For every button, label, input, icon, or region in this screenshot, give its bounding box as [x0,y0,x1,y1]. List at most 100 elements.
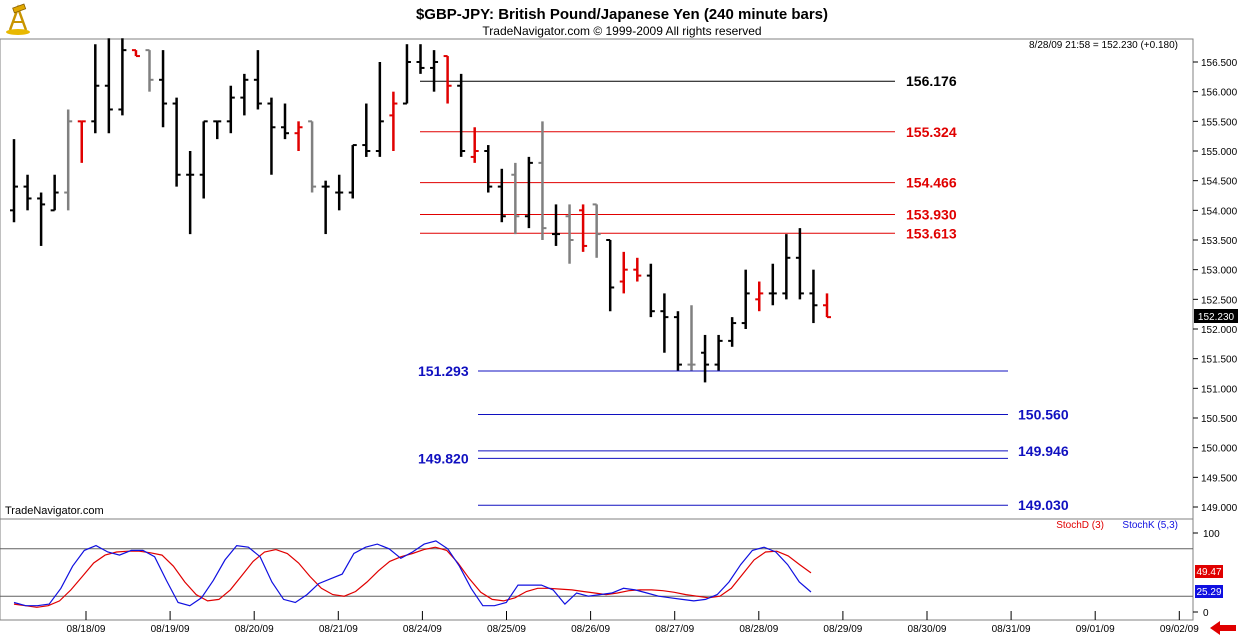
fib-label-support: 149.030 [1018,497,1069,513]
price-pane-frame [0,38,1194,520]
stoch-d-last-label: 49.47 [1196,567,1221,578]
fib-label-resistance: 154.466 [906,175,957,191]
ohlc-bar [768,263,777,306]
price-tick-label: 156.500 [1201,58,1238,69]
price-tick-label: 152.000 [1201,325,1238,336]
ohlc-bar [633,257,642,282]
price-tick-label: 149.000 [1201,503,1238,514]
ohlc-bar [362,103,371,157]
date-tick-label: 08/30/09 [908,624,947,635]
logo-icon[interactable] [6,3,30,35]
ohlc-bar [118,38,127,116]
date-tick-label: 08/27/09 [655,624,694,635]
fib-label-resistance: 153.613 [906,225,957,241]
ohlc-bar [10,139,18,223]
last-quote: 8/28/09 21:58 = 152.230 (+0.180) [1029,40,1178,51]
ohlc-bar [673,311,682,371]
ohlc-bar [64,109,73,211]
fib-label-support: 149.820 [418,450,469,466]
ohlc-bar [37,192,46,246]
date-tick-label: 08/28/09 [739,624,778,635]
ohlc-bar [660,293,669,353]
ohlc-bar [511,162,520,235]
ohlc-bar [457,73,466,157]
ohlc-bar [213,120,222,140]
stoch-d-last-marker: 49.47 [1195,565,1223,578]
ohlc-bar [335,174,344,211]
price-axis: 156.500 156.000 155.500 155.000 154.500 154.0… [1193,58,1238,514]
date-tick-label: 08/25/09 [487,624,526,635]
price-tick-label: 150.500 [1201,414,1238,425]
ohlc-bar [77,120,86,163]
ohlc-bar [579,204,588,252]
ohlc-bar [823,293,831,319]
date-tick-label: 09/01/09 [1076,624,1115,635]
last-price-label: 152.230 [1198,312,1235,323]
ohlc-bar [91,44,100,134]
price-tick-label: 152.500 [1201,295,1238,306]
date-tick-label: 08/31/09 [992,624,1031,635]
ohlc-bar [619,251,628,294]
ohlc-bar [375,62,384,157]
ohlc-bar [714,334,723,371]
fib-label-support: 150.560 [1018,406,1069,422]
price-tick-label: 150.000 [1201,444,1238,455]
price-tick-label: 153.500 [1201,236,1238,247]
price-tick-label: 153.000 [1201,266,1238,277]
ohlc-bar [321,180,330,235]
fib-label-support: 151.293 [418,363,469,379]
price-tick-label: 155.000 [1201,147,1238,158]
ohlc-bar [795,228,804,300]
ohlc-bar [50,174,59,212]
last-price-marker: 152.230 [1194,309,1238,323]
ohlc-bar [186,151,195,235]
ohlc-bar [389,91,398,151]
ohlc-bar [172,97,181,187]
ohlc-bar [552,204,560,246]
ohlc-bar [470,127,479,163]
ohlc-bar [402,44,411,105]
ohlc-bar [443,55,452,104]
stoch-k-last-marker: 25.29 [1195,585,1223,598]
stoch-axis: 100 0 [1193,529,1220,619]
ohlc-bar [416,44,425,74]
legend-stoch-k: StochK (5,3) [1122,520,1178,531]
stoch-k-line [13,540,812,607]
ohlc-bar [240,73,249,116]
ohlc-bar [226,85,235,134]
price-tick-label: 151.500 [1201,355,1238,366]
price-tick-label: 154.500 [1201,177,1238,188]
scroll-left-arrow-icon[interactable] [1206,620,1238,636]
date-tick-label: 09/02/09 [1160,624,1199,635]
fib-label-support: 149.946 [1018,443,1069,459]
stoch-k-last-label: 25.29 [1196,587,1221,598]
ohlc-bar [308,120,317,193]
ohlc-bar [145,49,154,92]
ohlc-bar [497,168,506,223]
ohlc-bar [131,49,140,58]
ohlc-bar [538,121,547,240]
ohlc-bar [701,334,710,383]
ohlc-bar [23,174,32,211]
date-tick-label: 08/18/09 [67,624,106,635]
copyright-subtitle: TradeNavigator.com © 1999-2009 All right… [482,24,761,38]
ohlc-bar [755,281,764,312]
ohlc-bar [782,234,791,300]
stoch-reference-lines [0,548,1193,597]
fib-label-resistance: 153.930 [906,206,957,222]
fib-label-resistance: 155.324 [906,124,957,140]
date-tick-label: 08/20/09 [235,624,274,635]
ohlc-bar [294,121,303,151]
stoch-d-line [13,546,812,608]
ohlc-bar [159,50,168,128]
ohlc-bar [592,203,601,258]
ohlc-bar [524,156,533,229]
fib-label-black: 156.176 [906,73,957,89]
ohlc-bar [728,317,737,347]
ohlc-bar [646,263,655,318]
ohlc-bar [430,50,439,92]
date-tick-label: 08/19/09 [151,624,190,635]
price-tick-label: 155.500 [1201,117,1238,128]
ohlc-bars [10,38,831,383]
